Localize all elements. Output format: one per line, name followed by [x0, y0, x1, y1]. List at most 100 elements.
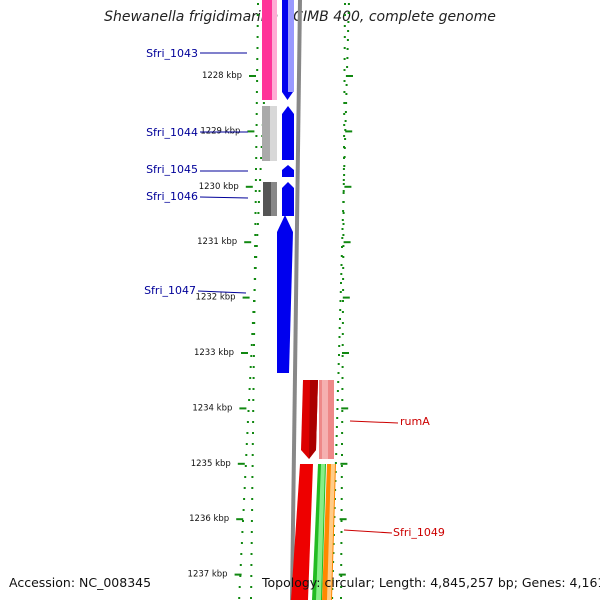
- tick-dot: [251, 454, 254, 456]
- tick-dot: [257, 212, 260, 214]
- tick-dot: [253, 311, 256, 313]
- tick-dot: [344, 120, 347, 122]
- tick-dot: [341, 355, 344, 357]
- tick-dot: [340, 597, 342, 599]
- tick-dot: [256, 36, 259, 38]
- gene-label[interactable]: Sfri_1044: [146, 126, 198, 139]
- tick-dot: [245, 443, 248, 445]
- inner-tick-rail-left: [250, 3, 259, 599]
- tick-dot: [340, 553, 343, 555]
- tick-dot: [342, 234, 345, 236]
- tick-dot: [251, 443, 254, 445]
- tick-dot: [340, 476, 343, 478]
- gene-label[interactable]: Sfri_1045: [146, 163, 198, 176]
- tick-dot: [343, 47, 346, 49]
- tick-dot: [256, 47, 259, 49]
- tick-dot: [342, 256, 345, 258]
- tick-dot: [250, 542, 253, 544]
- gene-label[interactable]: Sfri_1047: [144, 284, 196, 297]
- tick-dot: [252, 432, 254, 434]
- tick-dot: [256, 14, 259, 16]
- feature-block-rumA-shade: [322, 380, 328, 459]
- tick-dot: [341, 219, 344, 221]
- tick-dot: [250, 575, 253, 577]
- tick-dot: [342, 201, 345, 203]
- gene-label[interactable]: Sfri_1049: [393, 526, 445, 539]
- tick-dot: [256, 80, 259, 82]
- scale-label: 1232 kbp: [196, 293, 236, 303]
- genome-stats-text: Topology: circular; Length: 4,845,257 bp…: [262, 575, 600, 590]
- major-tick: [239, 407, 247, 410]
- major-tick: [249, 75, 256, 77]
- major-tick: [242, 296, 250, 299]
- tick-dot: [335, 444, 338, 446]
- tick-dot: [340, 531, 343, 533]
- tick-dot: [343, 174, 346, 176]
- tick-dot: [252, 410, 255, 412]
- tick-dot: [341, 311, 344, 313]
- tick-dot: [347, 3, 350, 5]
- scale-label: 1236 kbp: [189, 514, 229, 524]
- tick-dot: [332, 552, 335, 554]
- major-tick-right: [342, 296, 350, 299]
- tick-dot: [256, 234, 259, 236]
- tick-dot: [341, 246, 343, 248]
- tick-dot: [336, 399, 339, 401]
- tick-dot: [254, 212, 257, 214]
- leader-sfri-1049: [343, 529, 393, 534]
- tick-dot: [334, 462, 337, 464]
- tick-dot: [342, 168, 345, 170]
- tick-dot: [341, 237, 344, 239]
- tick-dot: [342, 179, 345, 181]
- tick-dot: [343, 36, 346, 38]
- gene-arrow-orange-highlight: [327, 464, 335, 600]
- tick-dot: [262, 102, 265, 104]
- major-tick-right: [339, 518, 347, 521]
- tick-dot: [250, 586, 253, 588]
- tick-dot: [344, 3, 346, 5]
- tick-dot: [342, 223, 345, 225]
- tick-dot: [256, 69, 259, 71]
- tick-dot: [341, 410, 344, 412]
- gene-label[interactable]: Sfri_1046: [146, 190, 198, 203]
- tick-dot: [342, 267, 345, 269]
- tick-dot: [346, 66, 349, 68]
- major-tick: [244, 241, 252, 244]
- tick-dot: [342, 278, 345, 280]
- tick-dot: [341, 399, 344, 401]
- tick-dot: [250, 344, 253, 346]
- tick-dot: [253, 278, 256, 280]
- tick-dot: [252, 399, 255, 401]
- tick-dot: [255, 256, 258, 258]
- gene-arrow-sfri-1044: [282, 106, 294, 160]
- tick-dot: [342, 210, 345, 212]
- scale-label: 1231 kbp: [197, 237, 237, 247]
- tick-dot: [345, 84, 348, 86]
- tick-dot: [339, 291, 342, 293]
- tick-dot: [347, 21, 350, 23]
- tick-dot: [251, 333, 254, 335]
- tick-dot: [239, 564, 242, 566]
- tick-dot: [256, 223, 259, 225]
- tick-dot: [341, 333, 344, 335]
- gene-label[interactable]: rumA: [400, 415, 430, 428]
- tick-dot: [341, 443, 343, 445]
- tick-dot: [340, 273, 343, 275]
- tick-dot: [250, 531, 253, 533]
- tick-dot: [346, 39, 349, 41]
- feature-block-1043-shade: [272, 0, 277, 100]
- tick-dot: [339, 309, 342, 311]
- tick-dot: [340, 575, 343, 577]
- tick-dot: [242, 520, 244, 522]
- tick-dot: [242, 509, 245, 511]
- gene-arrow-sfri-1045: [282, 165, 294, 177]
- tick-dot: [241, 531, 244, 533]
- tick-dot: [240, 542, 243, 544]
- major-tick-right: [342, 352, 349, 354]
- scale-label: 1228 kbp: [202, 71, 242, 81]
- tick-dot: [251, 509, 254, 511]
- tick-dot: [343, 91, 346, 93]
- gene-label[interactable]: Sfri_1043: [146, 47, 198, 60]
- gene-arrow-sfri-1043-highlight: [288, 0, 294, 92]
